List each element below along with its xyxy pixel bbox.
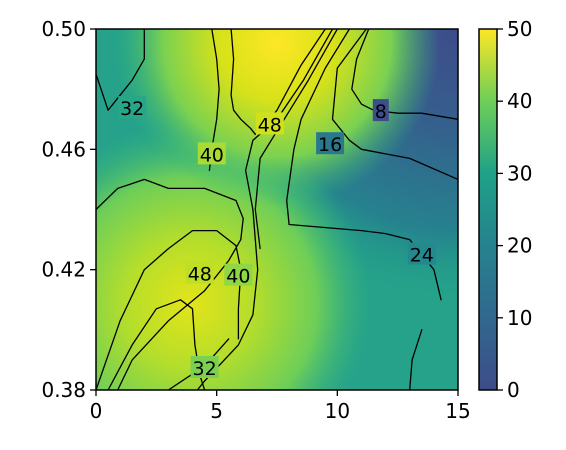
contour-line-48-7 <box>254 29 338 250</box>
contour-label-bg <box>197 142 226 165</box>
contour-label: 16 <box>318 134 342 156</box>
x-tick-label: 5 <box>210 399 223 423</box>
contour-label-bg <box>407 242 436 265</box>
x-tick-label: 0 <box>90 399 103 423</box>
contour-label: 32 <box>193 358 217 380</box>
plot-area <box>96 29 458 390</box>
contour-label: 40 <box>200 144 224 166</box>
contour-label-bg <box>224 263 253 286</box>
contour-label: 40 <box>226 266 250 288</box>
y-tick-label: 0.42 <box>41 258 86 282</box>
contour-label: 48 <box>188 264 212 286</box>
y-tick-label: 0.50 <box>41 17 86 41</box>
colorbar: 0 10 20 30 40 50 <box>478 17 532 402</box>
contour-labels: 32 40 48 8 16 48 40 24 32 <box>118 96 436 380</box>
field-blob-upper <box>96 29 458 390</box>
colorbar-tick-label: 40 <box>507 89 532 113</box>
contour-line-32-0 <box>96 178 244 390</box>
x-axis: 0 5 10 15 <box>90 390 471 423</box>
y-tick-label: 0.38 <box>41 378 86 402</box>
x-tick-label: 10 <box>325 399 350 423</box>
plot-frame <box>95 28 459 391</box>
contour-label: 8 <box>375 101 387 123</box>
contour-label-bg <box>316 132 345 155</box>
contour-label-bg <box>255 112 284 135</box>
contour-label: 24 <box>410 245 434 267</box>
contour-line-8-10 <box>351 29 458 120</box>
colorbar-tick-label: 10 <box>507 306 532 330</box>
colorbar-tick-label: 20 <box>507 234 532 258</box>
colorbar-ticks: 0 10 20 30 40 50 <box>497 17 532 402</box>
x-tick-label: 15 <box>445 399 470 423</box>
contour-line-24-11 <box>409 329 423 390</box>
colorbar-gradient <box>479 29 497 390</box>
colorbar-tick-label: 30 <box>507 161 532 185</box>
contour-line-32-3 <box>96 29 145 111</box>
contour-label-bg <box>185 261 214 284</box>
colorbar-frame <box>478 28 498 391</box>
colorbar-tick-label: 0 <box>507 378 520 402</box>
contour-label-bg <box>372 99 389 122</box>
contour-label-bg <box>190 356 219 378</box>
contour-label: 48 <box>258 114 282 136</box>
contour-line-40-1 <box>96 229 242 390</box>
contour-label-bg <box>118 96 147 119</box>
colorbar-tick-label: 50 <box>507 17 532 41</box>
y-axis: 0.38 0.42 0.46 0.50 <box>41 17 96 402</box>
contour-line-40-6 <box>196 29 334 390</box>
contour-label: 32 <box>120 98 144 120</box>
contour-line-48-5 <box>230 29 326 135</box>
y-tick-label: 0.46 <box>41 137 86 161</box>
contour-line-16-8 <box>331 29 458 181</box>
